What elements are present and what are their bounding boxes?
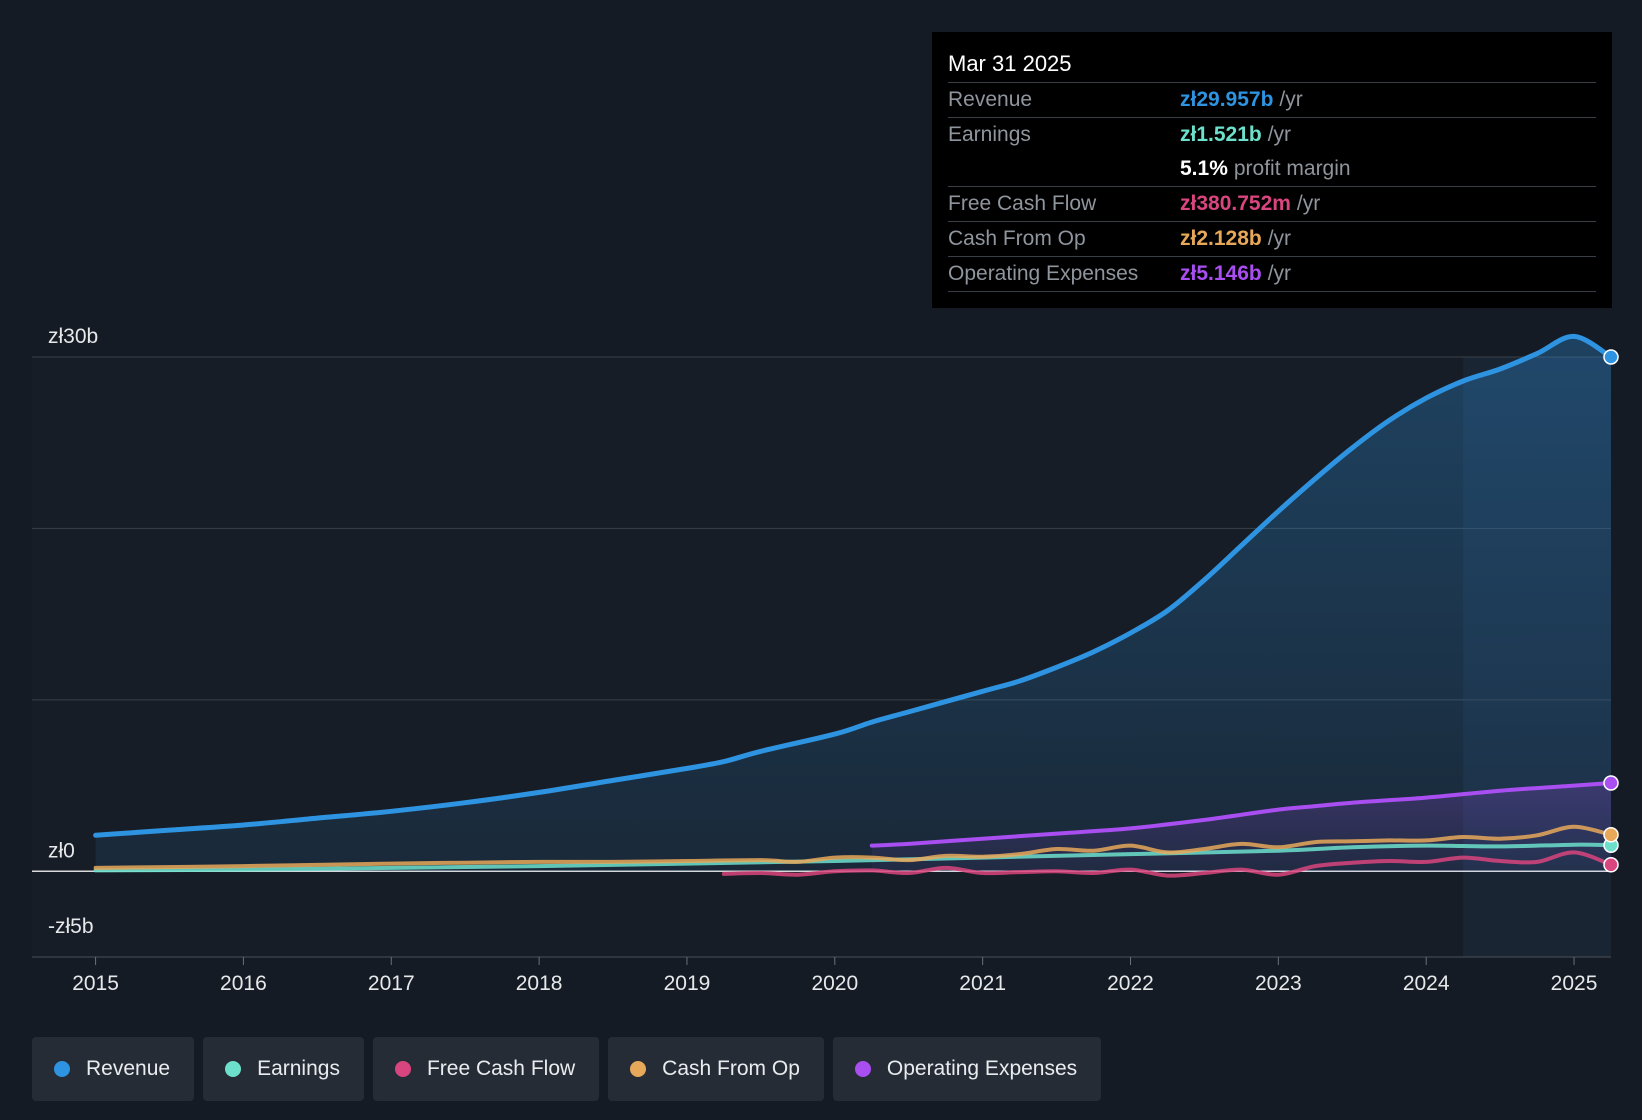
legend: Revenue Earnings Free Cash Flow Cash Fro… <box>32 1037 1102 1101</box>
tooltip-label: Revenue <box>948 88 1033 111</box>
x-tick-label: 2018 <box>516 972 563 995</box>
tooltip-row-opex: Operating Expenses zł5.146b /yr <box>948 257 1596 292</box>
tooltip-date: Mar 31 2025 <box>948 46 1596 83</box>
tooltip-value: 5.1% <box>1180 157 1228 180</box>
legend-dot-icon <box>225 1061 242 1077</box>
tooltip-row-cfo: Cash From Op zł2.128b /yr <box>948 222 1596 257</box>
line-earnings <box>93 842 1613 873</box>
legend-dot-icon <box>854 1061 871 1077</box>
legend-label: Operating Expenses <box>886 1057 1078 1080</box>
x-tick-label: 2015 <box>72 972 119 995</box>
legend-item-cash-from-op[interactable]: Cash From Op <box>608 1037 824 1101</box>
tooltip-value: zł380.752m <box>1180 192 1291 215</box>
tooltip: Mar 31 2025 Revenue zł29.957b /yr Earnin… <box>932 32 1612 308</box>
tooltip-unit: /yr <box>1267 123 1292 146</box>
x-tick-label: 2019 <box>664 972 711 995</box>
y-tick-label: zł30b <box>48 325 98 348</box>
x-tick-label: 2021 <box>959 972 1006 995</box>
tooltip-row-margin: 5.1% profit margin <box>948 152 1596 187</box>
endpoint-fcf <box>1603 857 1619 873</box>
x-tick-label: 2020 <box>811 972 858 995</box>
endpoint-revenue <box>1603 349 1619 365</box>
x-tick-label: 2017 <box>368 972 415 995</box>
tooltip-row-earnings: Earnings zł1.521b /yr <box>948 118 1596 152</box>
tooltip-row-revenue: Revenue zł29.957b /yr <box>948 83 1596 118</box>
tooltip-label: Free Cash Flow <box>948 192 1097 215</box>
tooltip-value: zł29.957b <box>1180 88 1274 111</box>
x-tick-label: 2022 <box>1107 972 1154 995</box>
tooltip-value: zł5.146b <box>1180 262 1262 285</box>
line-opex <box>869 781 1613 848</box>
tooltip-unit: /yr <box>1279 88 1303 111</box>
legend-item-earnings[interactable]: Earnings <box>203 1037 364 1101</box>
tooltip-label: Cash From Op <box>948 227 1086 250</box>
legend-label: Cash From Op <box>662 1057 800 1080</box>
legend-label: Free Cash Flow <box>426 1057 576 1080</box>
x-tick-label: 2025 <box>1551 972 1598 995</box>
line-fcf <box>721 850 1613 878</box>
tooltip-label <box>948 152 1180 186</box>
tooltip-unit: profit margin <box>1233 157 1351 180</box>
line-revenue <box>93 333 1614 838</box>
endpoint-cfo <box>1603 827 1619 843</box>
legend-dot-icon <box>630 1061 647 1077</box>
x-tick-label: 2016 <box>220 972 267 995</box>
tooltip-unit: /yr <box>1296 192 1321 215</box>
endpoint-opex <box>1603 775 1619 791</box>
legend-item-revenue[interactable]: Revenue <box>32 1037 195 1101</box>
tooltip-label: Operating Expenses <box>948 262 1139 285</box>
legend-item-operating-expenses[interactable]: Operating Expenses <box>832 1037 1102 1101</box>
tooltip-label: Earnings <box>948 123 1031 146</box>
y-tick-label: zł0 <box>48 839 75 862</box>
legend-label: Earnings <box>257 1057 340 1080</box>
x-tick-label: 2024 <box>1403 972 1450 995</box>
tooltip-unit: /yr <box>1267 227 1292 250</box>
tooltip-value: zł1.521b <box>1180 123 1262 146</box>
legend-dot-icon <box>394 1061 411 1077</box>
legend-label: Revenue <box>86 1057 171 1080</box>
tooltip-unit: /yr <box>1267 262 1292 285</box>
line-cfo <box>93 824 1613 870</box>
legend-dot-icon <box>54 1061 70 1077</box>
area-revenue <box>95 336 1612 872</box>
tooltip-value: zł2.128b <box>1180 227 1262 250</box>
y-tick-label: -zł5b <box>48 915 94 938</box>
tooltip-row-fcf: Free Cash Flow zł380.752m /yr <box>948 187 1596 222</box>
legend-item-free-cash-flow[interactable]: Free Cash Flow <box>372 1037 600 1101</box>
x-tick-label: 2023 <box>1255 972 1302 995</box>
